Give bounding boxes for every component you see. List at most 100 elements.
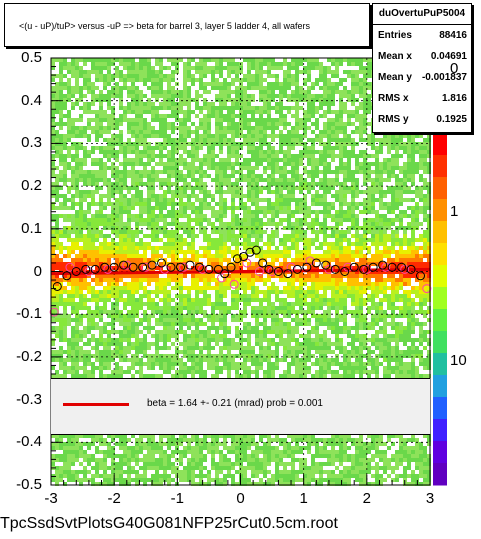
- heat-cell: [79, 298, 83, 302]
- heat-cell: [99, 314, 103, 318]
- heat-cell: [395, 214, 399, 218]
- heat-cell: [235, 158, 239, 162]
- heat-cell: [171, 210, 175, 214]
- heat-cell: [87, 170, 91, 174]
- heat-cell: [259, 114, 263, 118]
- heat-cell: [71, 286, 75, 290]
- heat-cell: [391, 306, 395, 310]
- heat-cell: [287, 142, 291, 146]
- heat-cell: [423, 206, 427, 210]
- heat-cell: [315, 278, 319, 282]
- heat-cell: [99, 246, 103, 250]
- heat-cell: [179, 266, 183, 270]
- heat-cell: [223, 58, 227, 62]
- heat-cell: [135, 302, 139, 306]
- heat-cell: [183, 118, 187, 122]
- heat-cell: [63, 198, 67, 202]
- heat-cell: [123, 250, 127, 254]
- heat-cell: [271, 250, 275, 254]
- heat-cell: [131, 74, 135, 78]
- heat-cell: [227, 246, 231, 250]
- heat-cell: [127, 62, 131, 66]
- heat-cell: [99, 206, 103, 210]
- heat-cell: [119, 250, 123, 254]
- heat-cell: [151, 150, 155, 154]
- heat-cell: [251, 58, 255, 62]
- heat-cell: [211, 306, 215, 310]
- heat-cell: [311, 198, 315, 202]
- heat-cell: [203, 82, 207, 86]
- heat-cell: [343, 286, 347, 290]
- heat-cell: [271, 86, 275, 90]
- heat-cell: [167, 302, 171, 306]
- heat-cell: [55, 274, 59, 278]
- heat-cell: [91, 214, 95, 218]
- heat-cell: [247, 186, 251, 190]
- heat-cell: [135, 198, 139, 202]
- heat-cell: [99, 258, 103, 262]
- heat-cell: [335, 230, 339, 234]
- heat-cell: [375, 278, 379, 282]
- heat-cell: [295, 174, 299, 178]
- heat-cell: [99, 194, 103, 198]
- heat-cell: [299, 202, 303, 206]
- heat-cell: [67, 178, 71, 182]
- heat-cell: [239, 242, 243, 246]
- heat-cell: [115, 202, 119, 206]
- heat-cell: [191, 194, 195, 198]
- heat-cell: [323, 82, 327, 86]
- heat-cell: [371, 138, 375, 142]
- heat-cell: [383, 162, 387, 166]
- heat-cell: [195, 234, 199, 238]
- heat-cell: [255, 198, 259, 202]
- heat-cell: [395, 242, 399, 246]
- heat-cell: [299, 138, 303, 142]
- heat-cell: [99, 222, 103, 226]
- heat-cell: [423, 138, 427, 142]
- heat-cell: [199, 158, 203, 162]
- heat-cell: [339, 166, 343, 170]
- heat-cell: [251, 214, 255, 218]
- heat-cell: [115, 174, 119, 178]
- heat-cell: [95, 202, 99, 206]
- heat-cell: [263, 314, 267, 318]
- heat-cell: [219, 318, 223, 322]
- heat-cell: [275, 234, 279, 238]
- heat-cell: [59, 110, 63, 114]
- heat-cell: [51, 94, 55, 98]
- heat-cell: [171, 110, 175, 114]
- heat-cell: [83, 242, 87, 246]
- heat-cell: [407, 294, 411, 298]
- heat-cell: [63, 226, 67, 230]
- heat-cell: [227, 278, 231, 282]
- heat-cell: [403, 198, 407, 202]
- heat-cell: [59, 70, 63, 74]
- heat-cell: [215, 170, 219, 174]
- heat-cell: [107, 62, 111, 66]
- heat-cell: [59, 62, 63, 66]
- heat-cell: [67, 186, 71, 190]
- heat-cell: [223, 94, 227, 98]
- heat-cell: [243, 86, 247, 90]
- heat-cell: [207, 254, 211, 258]
- heat-cell: [99, 274, 103, 278]
- heat-cell: [367, 198, 371, 202]
- heat-cell: [239, 102, 243, 106]
- heat-cell: [179, 178, 183, 182]
- heat-cell: [135, 110, 139, 114]
- heat-cell: [363, 242, 367, 246]
- heat-cell: [411, 146, 415, 150]
- heat-cell: [307, 146, 311, 150]
- heat-cell: [71, 230, 75, 234]
- heat-cell: [403, 250, 407, 254]
- heat-cell: [131, 310, 135, 314]
- heat-cell: [251, 74, 255, 78]
- heat-cell: [247, 86, 251, 90]
- heat-cell: [315, 162, 319, 166]
- heat-cell: [335, 266, 339, 270]
- heat-cell: [87, 258, 91, 262]
- heat-cell: [111, 142, 115, 146]
- heat-cell: [75, 118, 79, 122]
- heat-cell: [379, 238, 383, 242]
- heat-cell: [67, 298, 71, 302]
